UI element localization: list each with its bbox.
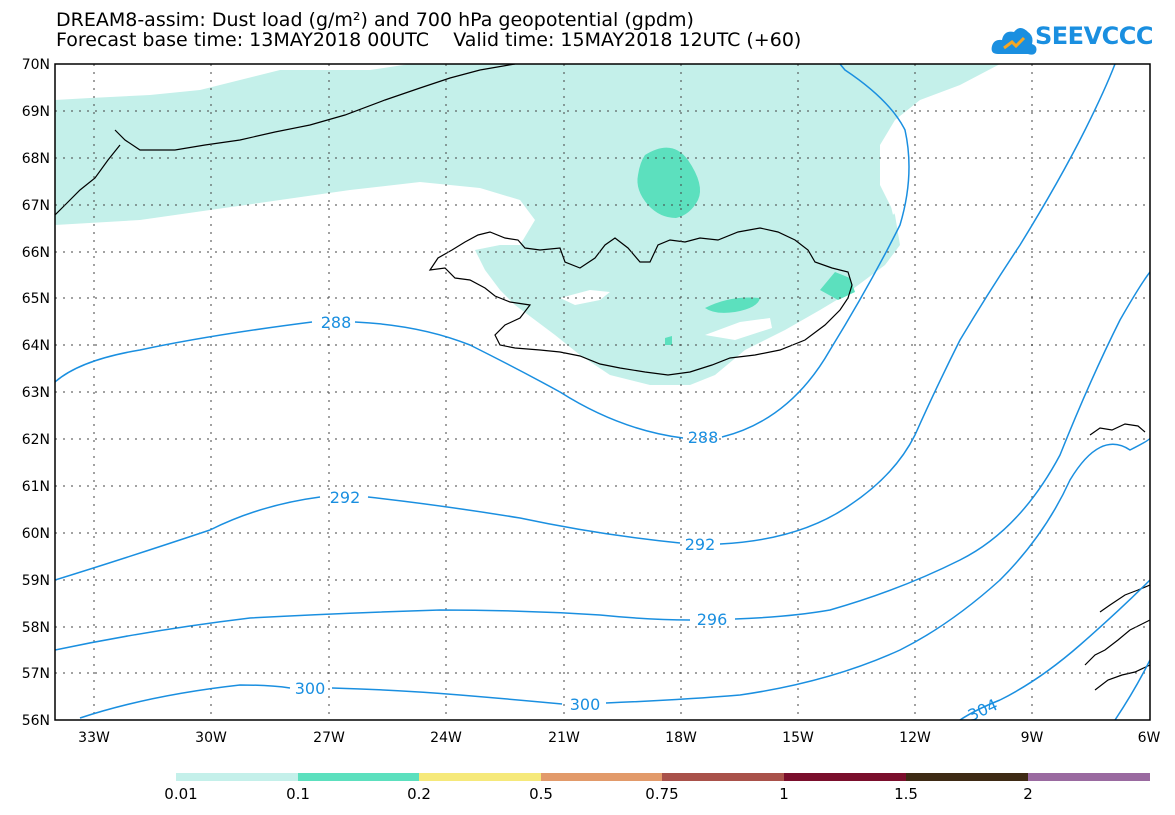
contour-label: 296 [697,610,728,629]
contour-label: 288 [688,428,719,447]
colorbar-swatch [298,773,419,781]
lat-label: 67N [22,198,50,214]
lat-label: 63N [22,385,50,401]
lon-label: 12W [899,730,931,746]
lon-label: 21W [548,730,580,746]
chart-title-line-2: Forecast base time: 13MAY2018 00UTC Vali… [56,29,802,51]
colorbar-label: 1 [779,785,789,803]
dust-area-light [55,64,1000,385]
lat-label: 57N [22,666,50,682]
colorbar-label: 0.5 [529,785,553,803]
lon-label: 30W [195,730,227,746]
chart-title-line-1: DREAM8-assim: Dust load (g/m²) and 700 h… [56,9,694,31]
lon-label: 9W [1021,730,1044,746]
lon-label: 27W [313,730,345,746]
lat-label: 64N [22,338,50,354]
coastline [55,64,1150,691]
lon-label: 15W [782,730,814,746]
lat-label: 60N [22,526,50,542]
colorbar [176,773,1150,781]
contour-label: 300 [295,679,326,698]
contour-labels: 288 288 292 292 296 300 300 304 [295,313,1001,720]
colorbar-swatch [541,773,662,781]
colorbar-swatch [662,773,784,781]
colorbar-swatch [1028,773,1150,781]
colorbar-label: 2 [1023,785,1033,803]
contour-label: 292 [330,488,361,507]
graticule [55,64,1150,720]
latitude-labels: 70N 69N 68N 67N 66N 65N 64N 63N 62N 61N … [22,57,50,729]
colorbar-label: 0.75 [645,785,679,803]
lat-label: 61N [22,479,50,495]
lat-label: 56N [22,713,50,729]
cloud-logo-icon [991,28,1037,55]
lat-label: 58N [22,620,50,636]
lat-label: 69N [22,104,50,120]
lon-label: 6W [1138,730,1161,746]
colorbar-label: 0.2 [407,785,431,803]
colorbar-label: 0.1 [286,785,310,803]
lat-label: 70N [22,57,50,73]
map-frame [54,63,1151,721]
colorbar-swatch [176,773,298,781]
contour-label: 292 [685,535,716,554]
dust-area-medium [637,147,701,218]
contour-label: 288 [321,313,352,332]
logo-text: SEEVCCC [1035,22,1154,50]
colorbar-label: 1.5 [894,785,918,803]
colorbar-swatch [419,773,541,781]
lon-label: 24W [430,730,462,746]
lat-label: 59N [22,573,50,589]
colorbar-label: 0.01 [164,785,198,803]
lon-label: 18W [665,730,697,746]
lat-label: 68N [22,151,50,167]
lat-label: 62N [22,432,50,448]
geopotential-contours [55,64,1150,720]
colorbar-swatch [784,773,906,781]
contour-label: 300 [570,695,601,714]
colorbar-swatch [906,773,1028,781]
longitude-labels: 33W 30W 27W 24W 21W 18W 15W 12W 9W 6W [78,730,1160,746]
lat-label: 66N [22,245,50,261]
lon-label: 33W [78,730,110,746]
lat-label: 65N [22,291,50,307]
